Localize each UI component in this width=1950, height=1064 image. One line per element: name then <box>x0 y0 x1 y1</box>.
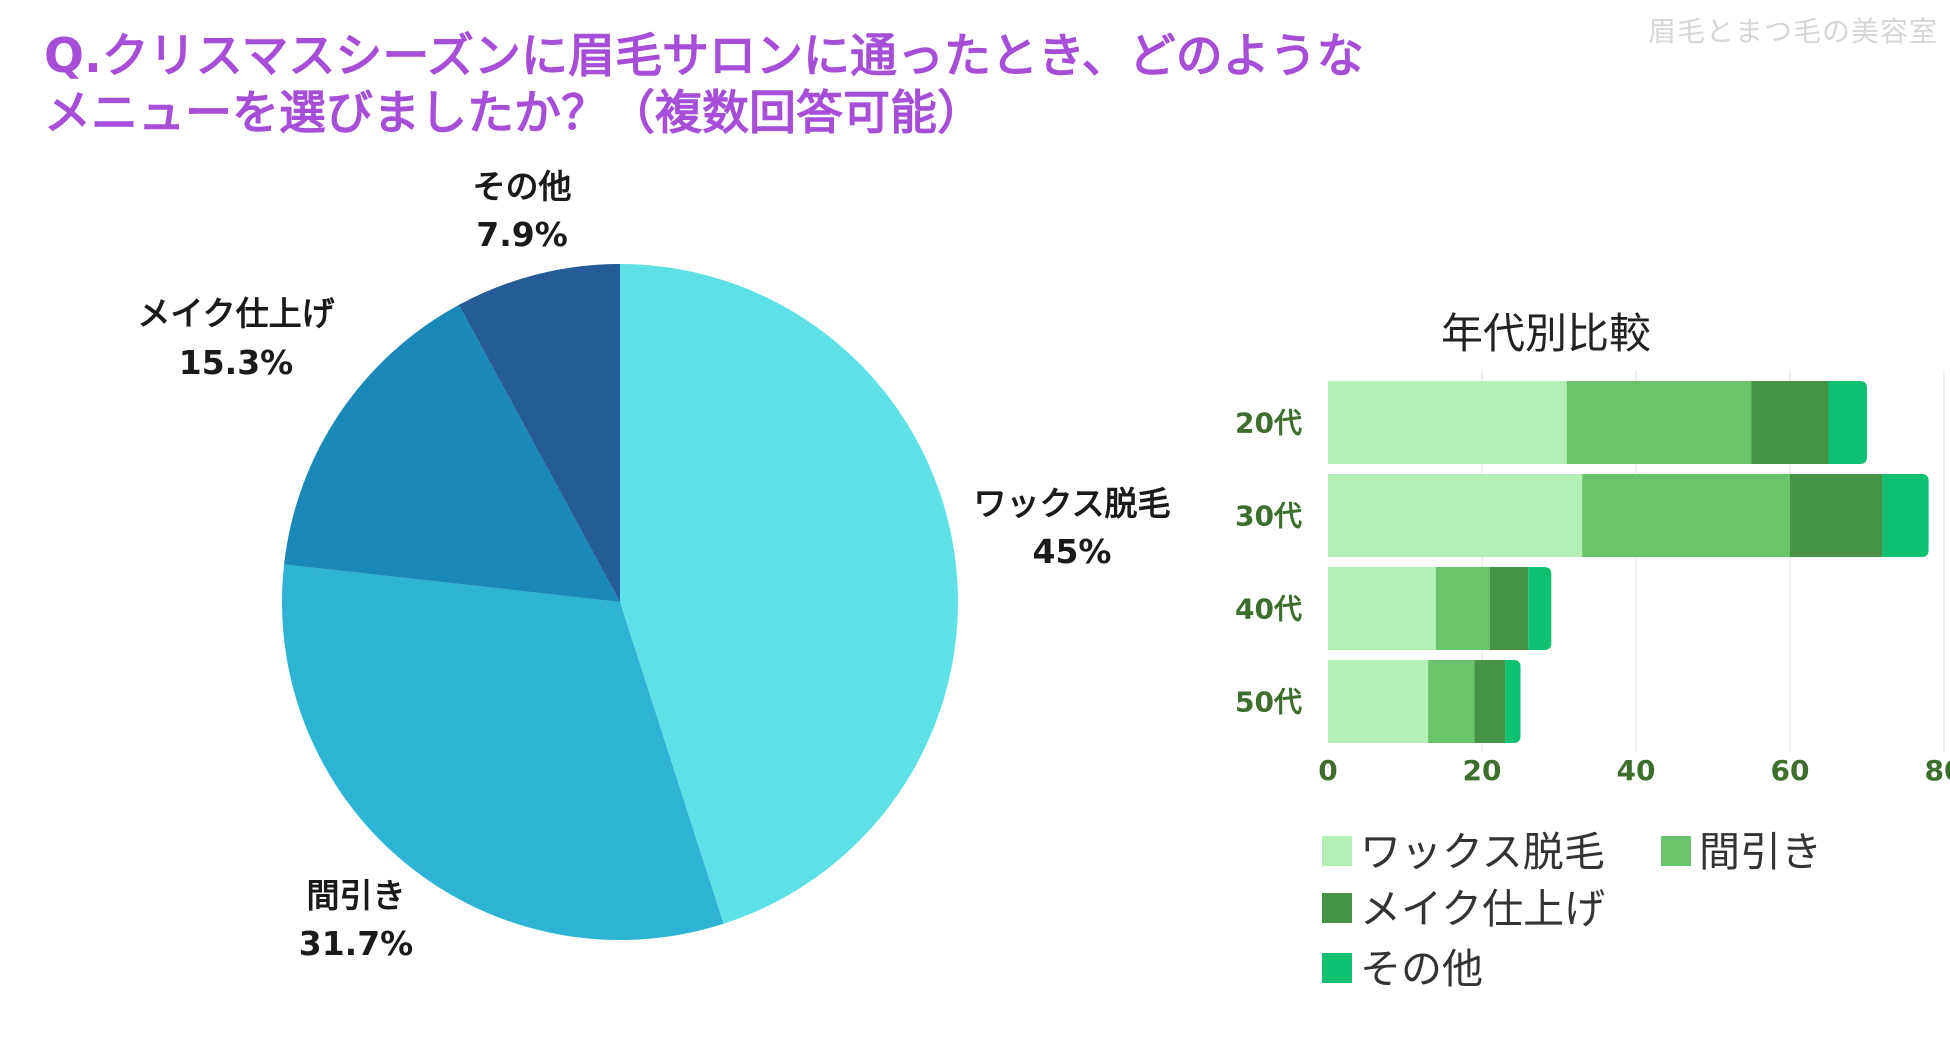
pie-slice-1 <box>620 264 958 924</box>
bar-segment <box>1489 567 1529 650</box>
pie-slice-value-2: 31.7% <box>299 924 414 963</box>
x-tick-label: 40 <box>1617 754 1656 787</box>
pie-slice-value-4: 7.9% <box>476 215 568 254</box>
pie-slice-2 <box>281 564 724 941</box>
legend-label: メイク仕上げ <box>1360 885 1605 933</box>
category-label-1: 20代 <box>1235 407 1302 440</box>
question-line-1: Q.クリスマスシーズンに眉毛サロンに通ったとき、どのような <box>44 29 1364 84</box>
bar-segment <box>1505 660 1521 743</box>
bar-segment <box>1435 567 1490 650</box>
bar-segment <box>1474 660 1506 743</box>
bar-segment <box>1428 660 1475 743</box>
bar-segment <box>1751 381 1829 464</box>
pie-slice-3 <box>284 304 620 602</box>
bar-segment <box>1528 567 1552 650</box>
bar-segment <box>1328 381 1567 464</box>
bar-segment <box>1328 660 1429 743</box>
pie-slice-label-4: その他 <box>473 167 572 206</box>
bar-segment <box>1828 381 1867 464</box>
x-tick-label: 0 <box>1318 754 1337 787</box>
pie-chart: ワックス脱毛 45% 間引き 31.7% メイク仕上げ 15.3% その他 7.9% <box>137 167 1170 963</box>
x-tick-label: 20 <box>1463 754 1502 787</box>
legend-swatch <box>1322 836 1352 866</box>
pie-slice-label-2: 間引き <box>307 876 406 915</box>
pie-slice-label-3: メイク仕上げ <box>137 294 334 333</box>
legend-label: 間引き <box>1699 828 1822 876</box>
category-label-2: 30代 <box>1235 500 1302 533</box>
bar-segment <box>1790 474 1883 557</box>
bar-segment <box>1566 381 1752 464</box>
pie-slice-4 <box>458 264 620 602</box>
bar-segment <box>1328 474 1583 557</box>
category-label-3: 40代 <box>1235 593 1302 626</box>
legend-label: その他 <box>1360 945 1483 993</box>
x-tick-label: 60 <box>1771 754 1810 787</box>
watermark: 眉毛とまつ毛の美容室 <box>1647 15 1938 48</box>
bar-chart-title: 年代別比較 <box>1441 309 1651 358</box>
pie-slice-value-3: 15.3% <box>179 343 294 382</box>
x-tick-label: 80 <box>1925 754 1950 787</box>
pie-slice-value-1: 45% <box>1033 532 1112 571</box>
question-line-2: メニューを選びましたか？（複数回答可能） <box>44 86 984 141</box>
bar-segment <box>1882 474 1929 557</box>
bar-segment <box>1328 567 1436 650</box>
legend-label: ワックス脱毛 <box>1360 828 1605 876</box>
legend-swatch <box>1661 836 1691 866</box>
pie-slice-label-1: ワックス脱毛 <box>973 484 1170 523</box>
legend-swatch <box>1322 953 1352 983</box>
category-label-4: 50代 <box>1235 686 1302 719</box>
legend-swatch <box>1322 893 1352 923</box>
question-title: Q.クリスマスシーズンに眉毛サロンに通ったとき、どのような メニューを選びました… <box>44 28 1364 142</box>
bar-segment <box>1582 474 1790 557</box>
